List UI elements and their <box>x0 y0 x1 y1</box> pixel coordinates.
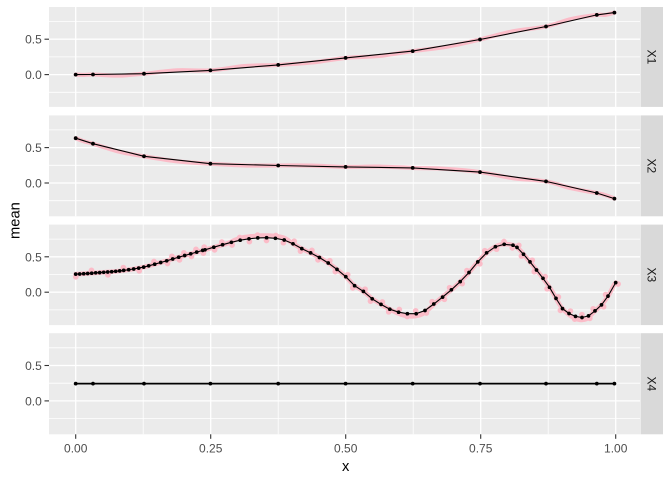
svg-text:1.00: 1.00 <box>604 442 628 456</box>
svg-text:x: x <box>342 459 350 475</box>
svg-text:0.50: 0.50 <box>334 442 358 456</box>
svg-text:0.5: 0.5 <box>25 33 42 47</box>
svg-text:0.0: 0.0 <box>25 68 42 82</box>
svg-text:0.5: 0.5 <box>25 141 42 155</box>
svg-text:0.0: 0.0 <box>25 177 42 191</box>
svg-text:0.00: 0.00 <box>64 442 88 456</box>
svg-text:0.5: 0.5 <box>25 359 42 373</box>
svg-text:0.75: 0.75 <box>469 442 493 456</box>
svg-text:X1: X1 <box>645 50 659 65</box>
svg-text:0.25: 0.25 <box>199 442 223 456</box>
svg-text:mean: mean <box>7 202 23 239</box>
svg-text:0.0: 0.0 <box>25 286 42 300</box>
svg-text:0.0: 0.0 <box>25 394 42 408</box>
svg-text:X3: X3 <box>645 268 659 283</box>
svg-text:0.5: 0.5 <box>25 250 42 264</box>
svg-text:X4: X4 <box>645 376 659 391</box>
svg-text:X2: X2 <box>645 159 659 174</box>
